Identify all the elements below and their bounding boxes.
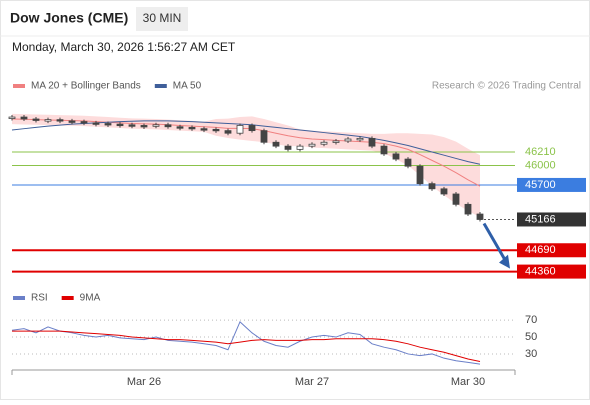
- y-tick-label: 70: [525, 314, 537, 326]
- level-label: 45700: [525, 179, 556, 191]
- candle: [128, 124, 136, 127]
- x-tick-label: Mar 30: [451, 376, 485, 388]
- candle: [368, 137, 376, 147]
- legend-label: MA 20 + Bollinger Bands: [31, 81, 141, 92]
- candle: [164, 124, 172, 128]
- candle: [320, 141, 328, 145]
- candle: [272, 141, 280, 147]
- forecast-arrowhead: [499, 254, 510, 269]
- candle: [428, 183, 436, 190]
- rsi-line: [12, 330, 481, 363]
- candle: [92, 122, 100, 125]
- candle: [356, 137, 364, 141]
- legend-label: RSI: [31, 293, 48, 304]
- interval-badge: [136, 7, 188, 31]
- timestamp: Monday, March 30, 2026 1:56:27 AM CET: [12, 40, 236, 54]
- level-label: 44690: [525, 244, 556, 256]
- candle: [80, 121, 88, 124]
- x-tick-label: Mar 27: [295, 376, 329, 388]
- level-label: 44360: [525, 265, 556, 277]
- candle: [332, 140, 340, 143]
- level-box: [517, 212, 586, 227]
- candle: [380, 145, 388, 155]
- forecast-arrow: [482, 222, 508, 263]
- candle: [104, 123, 112, 126]
- y-tick-label: 30: [525, 348, 537, 360]
- candle: [236, 125, 244, 134]
- legend-swatch: [61, 296, 74, 300]
- candle: [476, 213, 484, 220]
- candle: [296, 145, 304, 150]
- candle: [32, 118, 40, 121]
- candle: [56, 119, 64, 122]
- level-box: [517, 264, 586, 279]
- candle: [416, 165, 424, 185]
- candle: [440, 188, 448, 195]
- candle: [188, 126, 196, 130]
- candle: [344, 138, 352, 142]
- candle: [260, 130, 268, 143]
- ma-line: [11, 120, 481, 165]
- candle: [176, 126, 184, 129]
- legend-swatch: [154, 84, 167, 88]
- candle: [248, 125, 256, 132]
- level-label: 46210: [525, 146, 556, 158]
- legend-swatch: [13, 296, 25, 300]
- candle: [224, 130, 232, 134]
- level-label: 46000: [525, 159, 556, 171]
- interval: 30 MIN: [143, 11, 182, 25]
- legend-swatch: [13, 84, 25, 88]
- title: Dow Jones (CME): [10, 10, 128, 26]
- candle: [20, 116, 28, 120]
- candle: [404, 158, 412, 167]
- level-box: [517, 177, 586, 192]
- candle: [284, 145, 292, 150]
- candle: [392, 153, 400, 160]
- legend-label: MA 50: [173, 81, 202, 92]
- level-box: [517, 243, 586, 258]
- candle: [44, 119, 52, 122]
- candle: [212, 128, 220, 132]
- legend-label: 9MA: [80, 293, 101, 304]
- y-tick-label: 50: [525, 331, 537, 343]
- candle: [68, 120, 76, 123]
- candle: [200, 128, 208, 131]
- candle: [140, 125, 148, 128]
- candle: [152, 124, 160, 127]
- x-tick-label: Mar 26: [127, 376, 161, 388]
- candle: [452, 193, 460, 205]
- rsi-line: [11, 320, 481, 365]
- candle: [116, 123, 124, 127]
- candle: [308, 143, 316, 147]
- ma-line: [11, 118, 481, 187]
- candle: [464, 203, 472, 215]
- candle: [8, 116, 16, 119]
- copyright: Research © 2026 Trading Central: [432, 81, 581, 92]
- level-label: 45166: [525, 213, 556, 225]
